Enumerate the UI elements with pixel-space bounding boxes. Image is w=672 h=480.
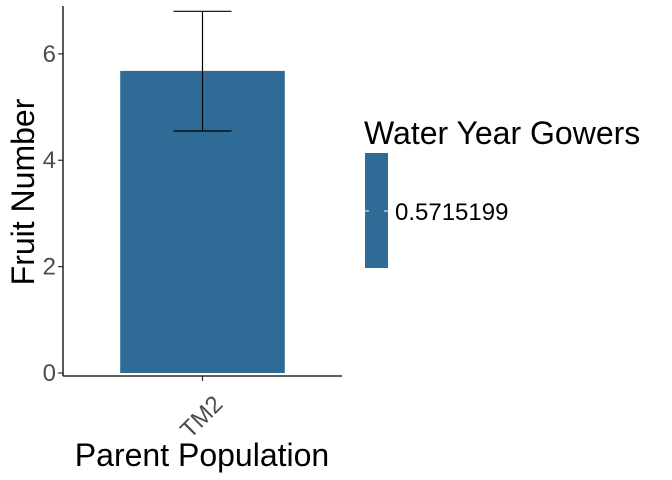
y-axis-title: Fruit Number (5, 98, 41, 285)
x-axis-title: Parent Population (75, 437, 329, 473)
legend-label: 0.5715199 (395, 199, 508, 226)
legend-colorbar (365, 153, 388, 268)
y-tick-label: 2 (43, 254, 56, 281)
legend: Water Year Gowers 0.5715199 (364, 115, 640, 268)
y-tick-label: 0 (43, 360, 56, 387)
y-tick-label: 4 (43, 147, 56, 174)
legend-title: Water Year Gowers (364, 115, 640, 151)
plot-area: TM2 0 2 4 6 (43, 6, 342, 444)
x-tick-label: TM2 (175, 391, 228, 444)
y-tick-label: 6 (43, 41, 56, 68)
